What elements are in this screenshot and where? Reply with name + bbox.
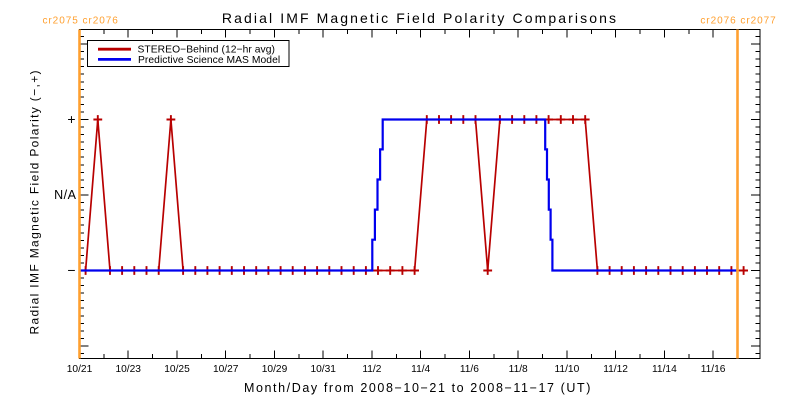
- svg-text:Predictive Science MAS Model: Predictive Science MAS Model: [138, 55, 280, 66]
- svg-text:11/4: 11/4: [411, 364, 430, 375]
- svg-text:11/10: 11/10: [555, 364, 580, 375]
- svg-text:10/21: 10/21: [67, 364, 93, 375]
- svg-text:11/12: 11/12: [603, 364, 628, 375]
- svg-text:N/A: N/A: [54, 188, 77, 202]
- svg-text:−: −: [67, 262, 75, 278]
- svg-text:Radial IMF Magnetic Field Pola: Radial IMF Magnetic Field Polarity Compa…: [222, 10, 618, 26]
- svg-text:+: +: [67, 111, 75, 127]
- svg-text:10/31: 10/31: [310, 364, 336, 375]
- svg-text:11/8: 11/8: [509, 364, 528, 375]
- svg-text:11/6: 11/6: [460, 364, 479, 375]
- svg-text:cr2075 cr2076: cr2075 cr2076: [42, 15, 118, 26]
- svg-text:Month/Day from 2008−10−21 to 2: Month/Day from 2008−10−21 to 2008−11−17 …: [244, 381, 592, 395]
- svg-text:cr2076 cr2077: cr2076 cr2077: [700, 15, 776, 26]
- svg-text:10/29: 10/29: [262, 364, 288, 375]
- svg-text:STEREO−Behind (12−hr avg): STEREO−Behind (12−hr avg): [138, 45, 275, 56]
- svg-text:10/23: 10/23: [115, 364, 141, 375]
- svg-text:11/2: 11/2: [362, 364, 381, 375]
- svg-text:10/27: 10/27: [213, 364, 239, 375]
- svg-text:11/16: 11/16: [701, 364, 726, 375]
- svg-text:11/14: 11/14: [652, 364, 677, 375]
- svg-text:10/25: 10/25: [164, 364, 190, 375]
- svg-text:Radial IMF Magnetic Field Pola: Radial IMF Magnetic Field Polarity (−,+): [28, 69, 42, 334]
